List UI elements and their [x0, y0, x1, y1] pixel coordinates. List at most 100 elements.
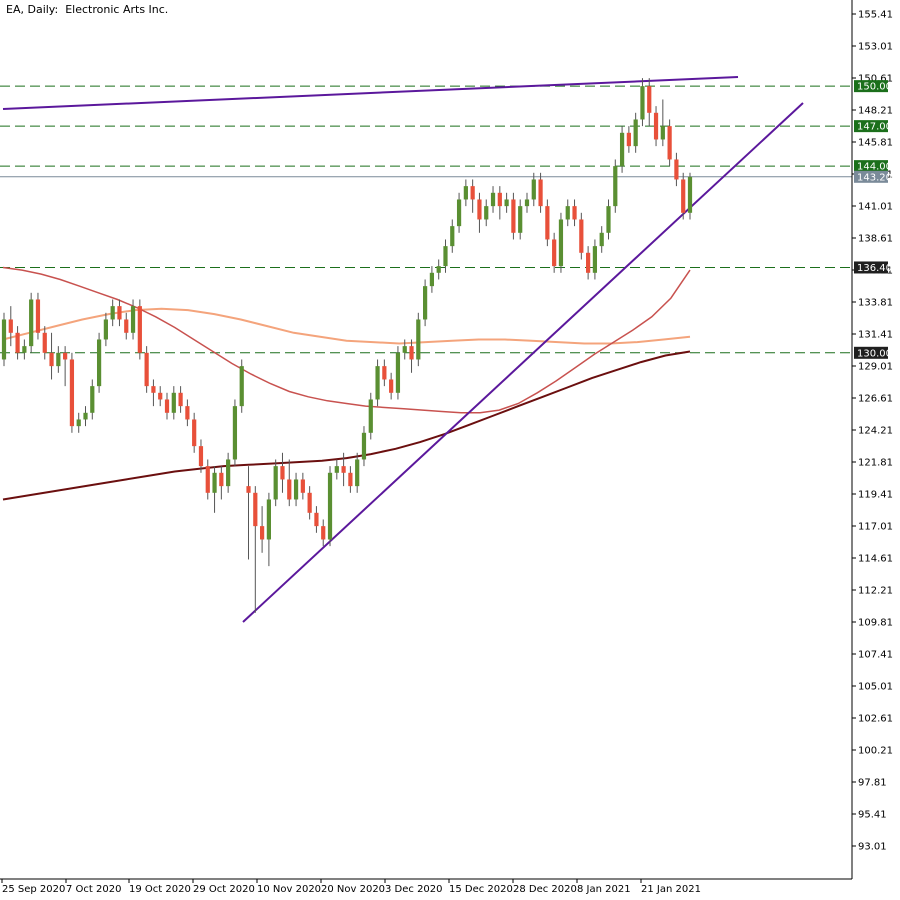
- candle-body: [56, 352, 61, 367]
- candle-body: [178, 392, 183, 407]
- candle-body: [524, 199, 530, 207]
- upper-trendline[interactable]: [2, 76, 739, 110]
- candle-body: [219, 472, 224, 487]
- candle: [681, 172, 686, 220]
- candle: [558, 212, 564, 273]
- x-tick-label: 7 Oct 2020: [66, 884, 121, 895]
- trendlines: [2, 76, 804, 623]
- candle: [151, 379, 156, 407]
- candle: [538, 172, 543, 213]
- candles: [1, 78, 693, 613]
- y-tick-label: 114.61: [858, 554, 893, 565]
- candle: [456, 192, 462, 233]
- candle-body: [558, 219, 564, 267]
- candle-body: [613, 166, 618, 207]
- level-price-tag: [854, 160, 888, 173]
- candle: [450, 219, 455, 253]
- candle: [524, 192, 530, 213]
- candle-body: [538, 179, 543, 207]
- candle: [572, 199, 577, 227]
- y-tick-label: 124.21: [858, 426, 893, 437]
- candle-body: [606, 206, 611, 233]
- candle: [321, 519, 326, 547]
- candle: [273, 459, 278, 507]
- chart-frame: [0, 0, 853, 880]
- candle: [586, 246, 591, 280]
- chart-title: EA, Daily: Electronic Arts Inc.: [6, 3, 169, 16]
- candle: [416, 312, 421, 367]
- candle-body: [674, 159, 679, 180]
- candle-body: [226, 459, 231, 487]
- candle-body: [660, 126, 665, 140]
- candle-body: [164, 399, 170, 413]
- candle-body: [96, 339, 102, 387]
- candle-body: [653, 112, 659, 140]
- candle: [375, 359, 380, 407]
- candle-body: [687, 176, 693, 213]
- candle: [653, 106, 659, 147]
- candle: [619, 126, 625, 173]
- instrument-name: Electronic Arts Inc.: [65, 3, 169, 16]
- candle-body: [592, 246, 598, 273]
- candle-body: [341, 466, 346, 473]
- ma-fast-line: [2, 266, 691, 414]
- level-price-tag: [854, 261, 888, 274]
- candle-body: [619, 132, 625, 167]
- candle-body: [456, 199, 462, 227]
- candle-body: [327, 472, 333, 540]
- candle-body: [586, 252, 591, 273]
- candle: [395, 346, 401, 400]
- candle-body: [198, 446, 204, 467]
- candle: [368, 392, 373, 440]
- support-trendline[interactable]: [242, 102, 804, 623]
- y-tick-label: 117.01: [858, 522, 893, 533]
- candle: [687, 172, 693, 220]
- y-tick-label: 93.01: [858, 842, 887, 853]
- y-tick-label: 133.81: [858, 298, 893, 309]
- candle: [29, 292, 34, 353]
- candle-body: [518, 206, 523, 233]
- candle-body: [565, 206, 570, 220]
- candle: [443, 239, 448, 273]
- candle-body: [212, 472, 217, 493]
- candle: [266, 492, 271, 567]
- candle-body: [300, 479, 305, 493]
- candle: [76, 412, 81, 433]
- candle-body: [348, 472, 353, 487]
- current-price-tag: [854, 170, 888, 183]
- candle: [531, 172, 536, 207]
- candle-body: [470, 186, 475, 200]
- candle: [307, 486, 312, 520]
- candle: [477, 192, 482, 233]
- candle: [674, 152, 679, 187]
- candle-body: [423, 286, 428, 320]
- candle: [327, 466, 333, 547]
- level-price-tag-label: 136.40: [857, 263, 892, 274]
- candle: [15, 326, 20, 360]
- candle: [640, 78, 645, 127]
- candle: [49, 332, 54, 380]
- candle-body: [1, 319, 7, 360]
- candle: [164, 392, 170, 420]
- candle: [429, 266, 435, 293]
- candle-body: [511, 199, 516, 233]
- x-tick-label: 20 Nov 2020: [321, 884, 385, 895]
- candle: [124, 312, 129, 340]
- candle: [205, 459, 210, 500]
- candle: [504, 192, 509, 213]
- candle-body: [280, 466, 285, 480]
- candle-body: [171, 392, 176, 413]
- candle-body: [110, 306, 115, 320]
- candle: [348, 466, 353, 493]
- candle: [545, 199, 550, 247]
- candle: [382, 359, 387, 387]
- candle: [334, 459, 339, 480]
- candle: [96, 332, 102, 393]
- level-price-tag-label: 144.00: [857, 162, 892, 173]
- y-tick-label: 153.01: [858, 42, 893, 53]
- candle: [171, 386, 176, 420]
- candle-body: [287, 479, 292, 500]
- level-price-tag-label: 130.00: [857, 348, 892, 359]
- time-axis: 25 Sep 2020 7 Oct 2020 19 Oct 2020 29 Oct 2…: [1, 879, 701, 895]
